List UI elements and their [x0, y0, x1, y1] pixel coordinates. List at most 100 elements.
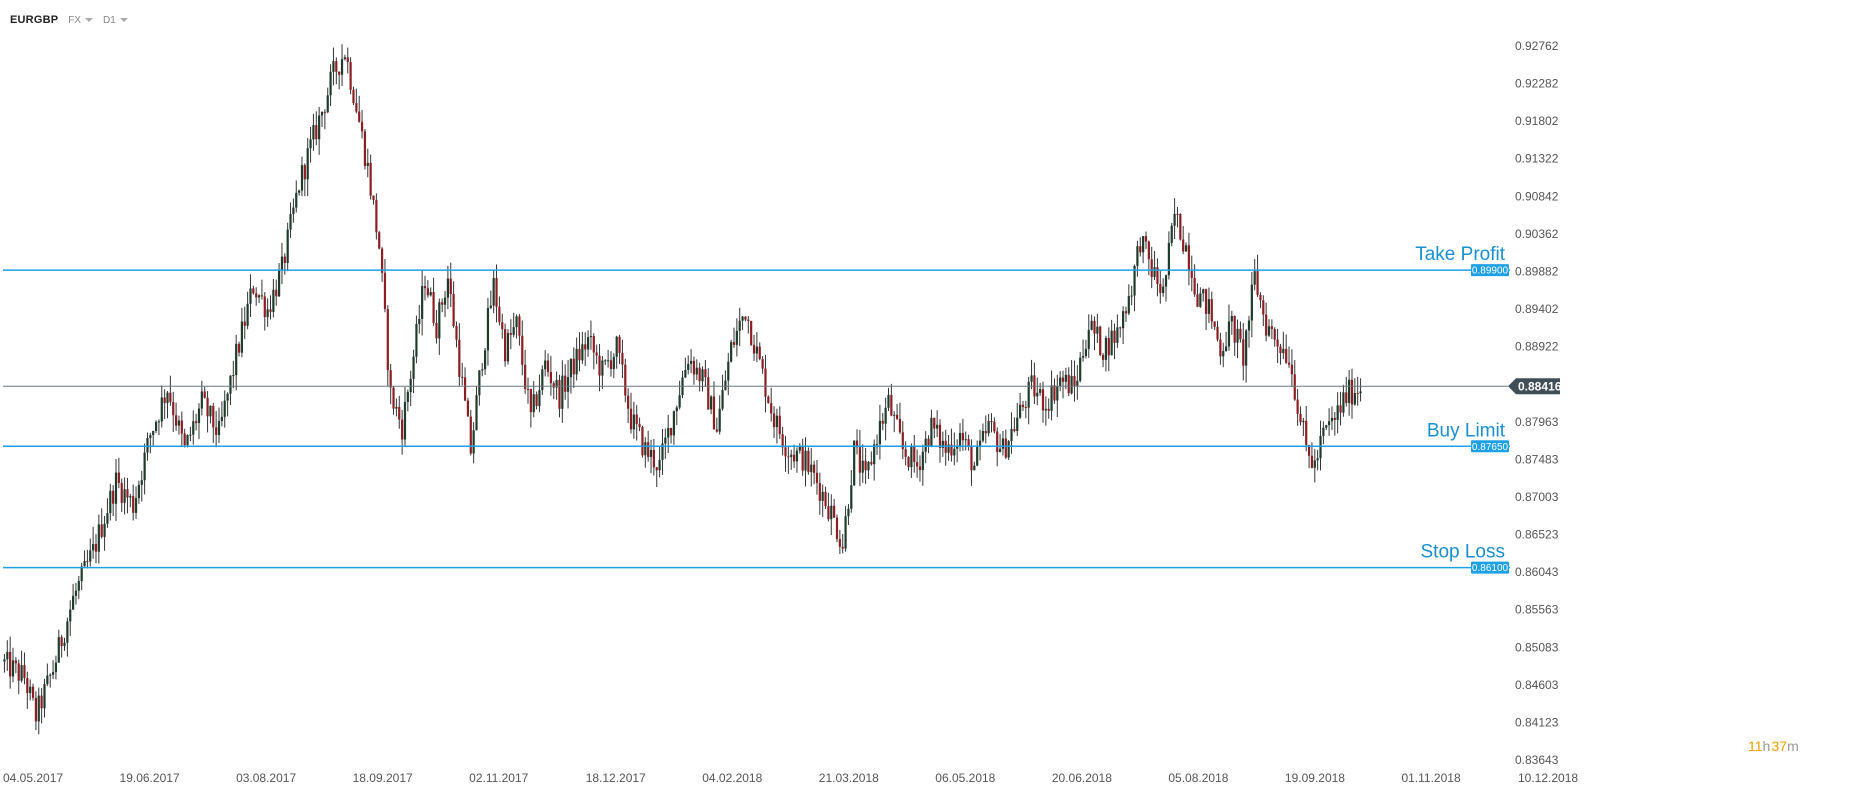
x-tick-label: 18.12.2017 [586, 771, 646, 785]
candle-body [1019, 404, 1022, 418]
candle-body [140, 480, 143, 485]
candle-body [993, 421, 996, 432]
candle-body [103, 523, 106, 537]
candle-body [461, 376, 464, 378]
candle-body [973, 465, 976, 471]
candle-body [1339, 405, 1342, 413]
candle-body [232, 375, 235, 377]
candle-body [1302, 420, 1305, 423]
candle-body [835, 517, 839, 540]
candle-body [1296, 399, 1299, 414]
candle-body [724, 380, 727, 391]
y-tick-label: 0.86523 [1515, 528, 1559, 542]
candle-body [538, 390, 541, 407]
candle-body [132, 496, 135, 513]
candle-body [14, 660, 17, 664]
candle-body [481, 369, 484, 371]
candle-body [352, 89, 355, 104]
candle-body [644, 442, 647, 456]
candle-body [524, 364, 527, 389]
candle-body [343, 57, 346, 60]
level-value-tag [1471, 561, 1509, 574]
candle-body [755, 346, 758, 354]
candle-body [976, 446, 979, 466]
candle-body [255, 293, 258, 298]
candle-body [549, 371, 552, 384]
candle-body [369, 162, 372, 196]
candle-body [875, 444, 879, 446]
candle-body [672, 411, 676, 436]
candle-body [855, 440, 859, 448]
candle-body [598, 355, 601, 376]
candle-body [272, 289, 275, 312]
candle-body [961, 432, 964, 441]
candle-body [864, 460, 867, 471]
candle-body [152, 430, 155, 436]
candle-body [589, 336, 593, 338]
candle-body [535, 394, 538, 407]
candle-body [220, 416, 223, 422]
candle-body [732, 342, 736, 345]
candle-body [323, 111, 326, 113]
x-tick-label: 19.09.2018 [1285, 771, 1345, 785]
candle-body [1027, 381, 1030, 408]
candle-body [629, 408, 633, 430]
candle-body [355, 103, 358, 112]
candle-body [335, 61, 338, 72]
candle-body [1090, 320, 1093, 330]
candle-body [309, 139, 312, 149]
candle-body [772, 413, 776, 428]
candle-body [1282, 348, 1285, 354]
candle-body [192, 421, 195, 435]
candle-body [933, 417, 936, 429]
candle-body [1070, 375, 1073, 394]
y-tick-label: 0.86043 [1515, 565, 1559, 579]
x-tick-label: 21.03.2018 [819, 771, 879, 785]
candle-body [635, 414, 638, 424]
candle-body [964, 439, 967, 441]
timeframe-selector[interactable]: D1 [103, 15, 128, 26]
candle-body [455, 325, 458, 340]
candle-body [452, 294, 455, 326]
candle-body [1039, 389, 1042, 393]
candle-body [1016, 417, 1019, 432]
candle-body [226, 393, 229, 401]
candle-body [1190, 271, 1193, 278]
candle-body [658, 459, 661, 471]
candle-body [558, 380, 561, 409]
candle-body [1259, 294, 1262, 301]
candle-body [1225, 346, 1228, 352]
candle-body [675, 407, 678, 412]
candle-body [23, 665, 26, 679]
candle-body [624, 364, 627, 396]
candle-body [66, 621, 69, 643]
candle-body [1290, 364, 1294, 375]
symbol-label[interactable]: EURGBP [10, 14, 59, 26]
candle-body [1064, 374, 1067, 382]
level-name-label: Stop Loss [1421, 542, 1506, 563]
candle-body [1162, 286, 1165, 294]
candle-body [506, 333, 510, 362]
candle-body [51, 672, 55, 675]
candle-body [810, 464, 813, 473]
candle-body [117, 472, 120, 483]
candle-body [303, 165, 306, 180]
candle-body [921, 451, 924, 471]
y-tick-label: 0.83643 [1515, 753, 1559, 767]
candle-body [790, 454, 793, 457]
candle-body [1356, 393, 1359, 395]
candle-body [243, 321, 246, 326]
candle-body [77, 581, 80, 591]
market-selector[interactable]: FX [68, 15, 94, 26]
candle-body [833, 505, 836, 518]
candle-body [443, 297, 447, 305]
candle-body [893, 414, 896, 416]
candle-body [704, 369, 707, 378]
candle-body [195, 421, 198, 424]
candle-body [1164, 275, 1168, 287]
candle-body [689, 360, 693, 364]
candle-body [426, 288, 429, 296]
candle-body [349, 62, 352, 90]
candle-body [326, 95, 329, 113]
